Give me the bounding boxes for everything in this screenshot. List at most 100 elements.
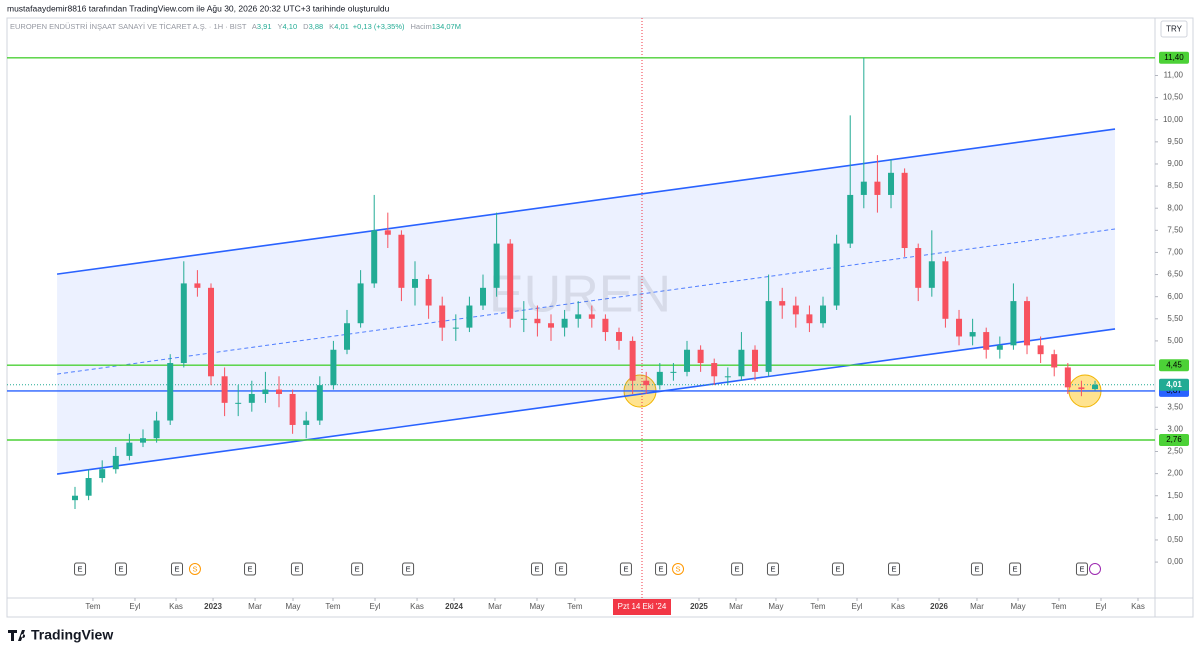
x-tick-label: Tem: [325, 602, 340, 611]
candle-body: [888, 172, 895, 195]
event-marker[interactable]: E: [619, 562, 632, 576]
x-tick-label: Mar: [970, 602, 984, 611]
candle-body: [126, 442, 133, 456]
candle-body: [398, 234, 405, 288]
candle-body: [466, 305, 473, 328]
candle-body: [235, 402, 242, 404]
event-label: S: [676, 564, 681, 573]
candle-body: [452, 327, 459, 329]
candle-body: [561, 318, 568, 328]
event-label: E: [1079, 564, 1084, 573]
currency[interactable]: TRY: [1166, 25, 1183, 34]
event-marker[interactable]: S: [672, 563, 685, 575]
event-bg: [1075, 562, 1088, 576]
y-tick-label: 2,00: [1167, 469, 1183, 478]
y-tick-label: 2,50: [1167, 447, 1183, 456]
x-tick-label: May: [1010, 602, 1025, 611]
candle-body: [316, 385, 323, 421]
event-marker[interactable]: E: [655, 562, 668, 576]
candle-body: [820, 305, 827, 324]
event-label: E: [770, 564, 775, 573]
candle-body: [439, 305, 446, 328]
event-marker[interactable]: E: [1075, 562, 1088, 576]
candle-body: [493, 243, 500, 288]
event-marker[interactable]: E: [114, 562, 127, 576]
x-tick-label: Tem: [567, 602, 582, 611]
level-label: 4,45: [1166, 360, 1182, 369]
event-marker[interactable]: E: [171, 562, 184, 576]
event-marker[interactable]: E: [888, 562, 901, 576]
event-marker[interactable]: E: [402, 562, 415, 576]
event-label: E: [355, 564, 360, 573]
event-marker[interactable]: E: [351, 562, 364, 576]
event-marker[interactable]: S: [188, 563, 201, 575]
event-label: E: [534, 564, 539, 573]
event-label: E: [1013, 564, 1018, 573]
event-marker[interactable]: E: [1009, 562, 1022, 576]
candle-body: [792, 305, 799, 315]
candle-body: [833, 243, 840, 306]
y-tick-label: 1,50: [1167, 491, 1183, 500]
x-tick-label: Mar: [729, 602, 743, 611]
candle-body: [153, 420, 160, 439]
currency-box[interactable]: [1160, 20, 1188, 38]
x-tick-label: Kas: [891, 602, 905, 611]
candle-body: [983, 332, 990, 350]
event-marker[interactable]: E: [74, 562, 87, 576]
candle-body: [588, 314, 595, 319]
y-tick-label: 3,50: [1167, 402, 1183, 411]
event-bg: [402, 562, 415, 576]
legend-value: 4,01: [334, 22, 349, 31]
candle-body: [575, 314, 582, 319]
y-tick-label: 6,00: [1167, 292, 1183, 301]
candle-body: [1037, 345, 1044, 355]
candle-body: [1051, 354, 1058, 368]
y-tick-label: 3,00: [1167, 424, 1183, 433]
event-label: E: [406, 564, 411, 573]
y-tick-label: 6,50: [1167, 270, 1183, 279]
candle-body: [99, 469, 106, 479]
level-label-bg: [1159, 359, 1189, 372]
event-marker[interactable]: E: [970, 562, 983, 576]
candle-body: [1092, 384, 1099, 390]
candle-body: [507, 243, 514, 319]
event-label: E: [294, 564, 299, 573]
candle-body: [140, 438, 147, 443]
event-marker[interactable]: E: [531, 562, 544, 576]
event-marker[interactable]: E: [555, 562, 568, 576]
event-marker[interactable]: E: [731, 562, 744, 576]
event-marker[interactable]: E: [831, 562, 844, 576]
candle-body: [208, 287, 215, 377]
candle-body: [684, 349, 691, 372]
last-price-label: 4,01: [1166, 380, 1182, 389]
candle-body: [616, 332, 623, 341]
y-tick-label: 10,00: [1163, 115, 1184, 124]
candle-body: [956, 318, 963, 337]
event-label: E: [735, 564, 740, 573]
event-bg: [351, 562, 364, 576]
event-bg: [290, 562, 303, 576]
event-bg: [619, 562, 632, 576]
event-marker[interactable]: E: [290, 562, 303, 576]
event-marker[interactable]: E: [766, 562, 779, 576]
logo: TradingView: [8, 627, 113, 643]
event-label: E: [835, 564, 840, 573]
y-tick-label: 8,50: [1167, 181, 1183, 190]
y-tick-label: 7,50: [1167, 225, 1183, 234]
y-tick-label: 5,50: [1167, 314, 1183, 323]
candle-body: [289, 393, 296, 425]
candle-body: [901, 172, 908, 249]
candle-body: [384, 230, 391, 235]
legend-value: 4,10: [283, 22, 298, 31]
candle-body: [221, 376, 228, 403]
candle-body: [357, 283, 364, 324]
symbol-legend: EUROPEN ENDÜSTRİ İNŞAAT SANAYİ VE TİCARE…: [10, 22, 461, 31]
logo-icon: [8, 630, 26, 641]
candle-body: [602, 318, 609, 333]
event-label: E: [659, 564, 664, 573]
event-label: E: [623, 564, 628, 573]
legend-key: K: [329, 22, 334, 31]
event-marker[interactable]: E: [244, 562, 257, 576]
event-icon: [1089, 563, 1101, 575]
